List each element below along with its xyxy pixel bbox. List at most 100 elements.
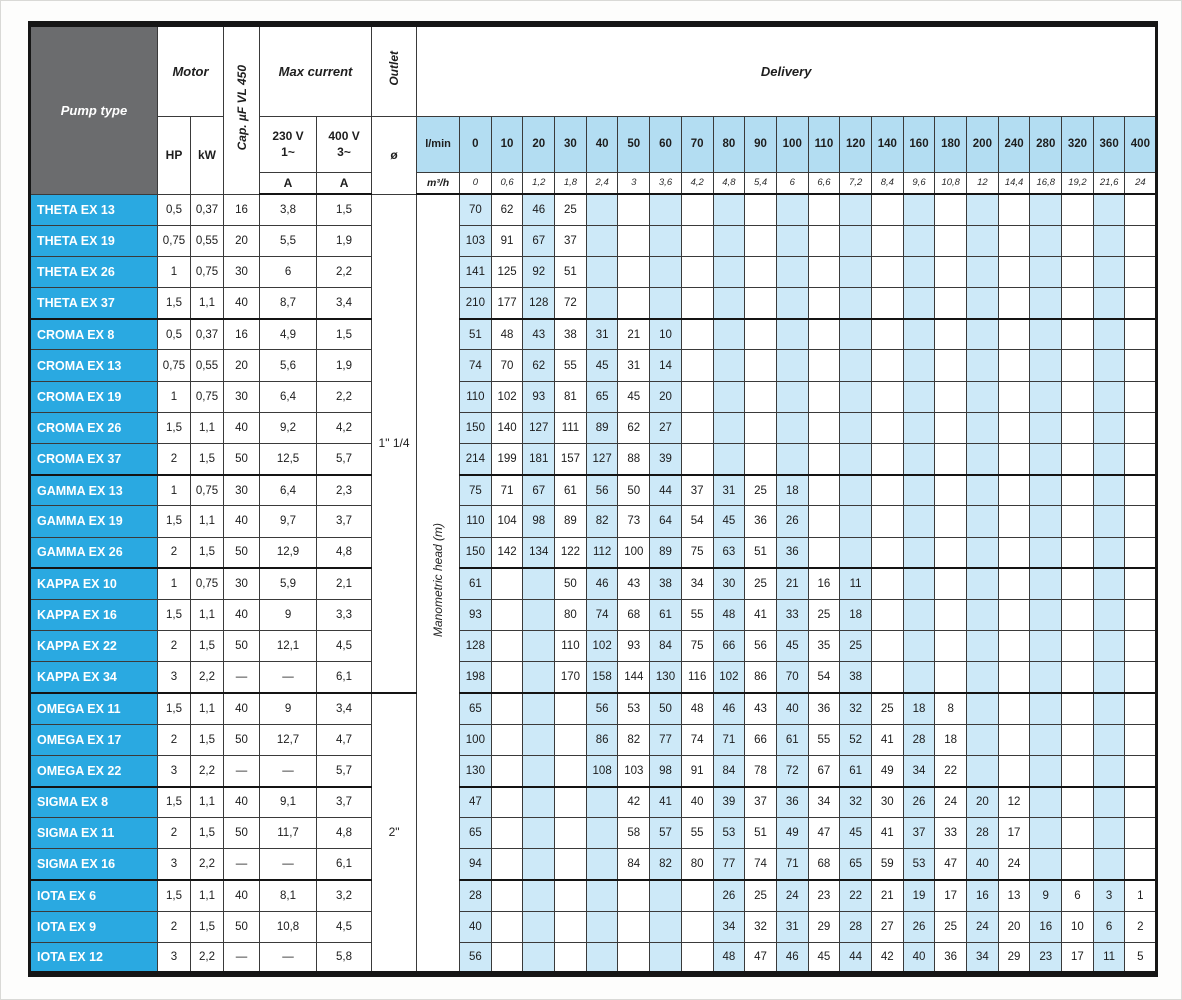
delivery-value (997, 691, 1031, 725)
delivery-value (870, 411, 904, 445)
hp-value: 1 (157, 255, 191, 289)
pump-row: SIGMA EX 11 2 1,5 50 11,7 4,8 65 58 57 55 53 51 49 47… (29, 817, 1158, 850)
delivery-value (1029, 287, 1063, 320)
current-230v-value: — (259, 941, 318, 975)
pump-table-body: THETA EX 13 0,5 0,37 16 3,8 1,5 1" 1/4 Manometr… (29, 193, 1158, 975)
delivery-value: 45 (775, 630, 809, 663)
lmin-col-header: 180 (934, 115, 968, 173)
delivery-value: 140 (490, 411, 524, 445)
delivery-value (870, 567, 904, 600)
capacitor-value: 50 (223, 536, 261, 569)
delivery-value: 37 (554, 224, 587, 257)
delivery-value (1124, 598, 1158, 632)
delivery-value (839, 380, 872, 413)
lmin-col-header: 50 (617, 115, 651, 173)
delivery-value (680, 442, 714, 476)
delivery-value (997, 255, 1031, 289)
delivery-value (1124, 723, 1158, 756)
delivery-value: 18 (775, 473, 809, 507)
delivery-value (870, 193, 904, 226)
delivery-value: 36 (775, 785, 809, 819)
delivery-value (870, 349, 904, 382)
delivery-value: 199 (490, 442, 524, 476)
delivery-value: 41 (744, 598, 777, 632)
current-230v-value: 9,1 (259, 785, 318, 819)
m3h-col-header: 6,6 (807, 171, 841, 195)
delivery-value (649, 910, 682, 944)
capacitor-value: — (223, 754, 261, 788)
delivery-value (554, 817, 587, 850)
current-230v-value: — (259, 661, 318, 694)
delivery-value: 102 (490, 380, 524, 413)
m3h-col-header: 14,4 (997, 171, 1031, 195)
lmin-col-header: 100 (775, 115, 809, 173)
delivery-value (1029, 473, 1063, 507)
delivery-value: 78 (744, 754, 777, 788)
delivery-value (1061, 630, 1094, 663)
delivery-value: 67 (522, 473, 556, 507)
delivery-value (1029, 785, 1063, 819)
kw-value: 1,5 (189, 536, 225, 569)
delivery-value (522, 661, 556, 694)
capacitor-value: 30 (223, 380, 261, 413)
delivery-value (712, 317, 746, 351)
delivery-value (680, 255, 714, 289)
lmin-col-header: 70 (680, 115, 714, 173)
delivery-value: 31 (617, 349, 651, 382)
delivery-value (1029, 442, 1063, 476)
pump-row: KAPPA EX 10 1 0,75 30 5,9 2,1 61 50 46 43 38 34 30 25… (29, 567, 1158, 600)
delivery-value (870, 255, 904, 289)
delivery-value: 74 (680, 723, 714, 756)
delivery-value (1092, 287, 1126, 320)
delivery-value: 65 (839, 848, 872, 881)
delivery-value: 36 (744, 505, 777, 538)
delivery-value (712, 287, 746, 320)
delivery-value: 16 (1029, 910, 1063, 944)
delivery-value (966, 411, 999, 445)
delivery-value (649, 287, 682, 320)
m3h-col-header: 12 (966, 171, 999, 195)
delivery-value: 93 (617, 630, 651, 663)
outlet-size-value: 2" (371, 692, 418, 975)
lmin-col-header: 90 (744, 115, 777, 173)
delivery-value: 43 (617, 567, 651, 600)
delivery-value (1092, 317, 1126, 351)
delivery-value (997, 754, 1031, 788)
delivery-value: 150 (459, 536, 492, 569)
kw-value: 0,55 (189, 349, 225, 382)
delivery-value: 34 (902, 754, 936, 788)
delivery-value: 110 (554, 630, 587, 663)
m3h-col-header: 1,8 (554, 171, 587, 195)
delivery-value (1092, 349, 1126, 382)
delivery-value (997, 411, 1031, 445)
delivery-value: 86 (585, 723, 619, 756)
current-400v-value: 3,7 (316, 505, 373, 538)
delivery-value (585, 941, 619, 975)
current-400v-value: 2,3 (316, 473, 373, 507)
delivery-value: 32 (744, 910, 777, 944)
delivery-value (617, 224, 651, 257)
delivery-value: 142 (490, 536, 524, 569)
delivery-value (902, 411, 936, 445)
delivery-value (649, 255, 682, 289)
delivery-value: 112 (585, 536, 619, 569)
delivery-value: 21 (775, 567, 809, 600)
pump-name: OMEGA EX 17 (29, 723, 158, 756)
hp-value: 3 (157, 941, 191, 975)
pump-name: GAMMA EX 19 (29, 505, 158, 538)
delivery-value: 47 (459, 785, 492, 819)
delivery-value: 43 (522, 317, 556, 351)
hp-value: 2 (157, 910, 191, 944)
delivery-value (1029, 380, 1063, 413)
current-230v-value: 6 (259, 255, 318, 289)
delivery-value (522, 598, 556, 632)
delivery-value (902, 505, 936, 538)
delivery-value: 50 (617, 473, 651, 507)
kw-value: 2,2 (189, 848, 225, 881)
delivery-value: 56 (585, 691, 619, 725)
delivery-value: 25 (554, 193, 587, 226)
capacitor-value: 16 (223, 317, 261, 351)
delivery-value (1061, 661, 1094, 694)
delivery-value: 75 (680, 630, 714, 663)
capacitor-value: 16 (223, 193, 261, 226)
